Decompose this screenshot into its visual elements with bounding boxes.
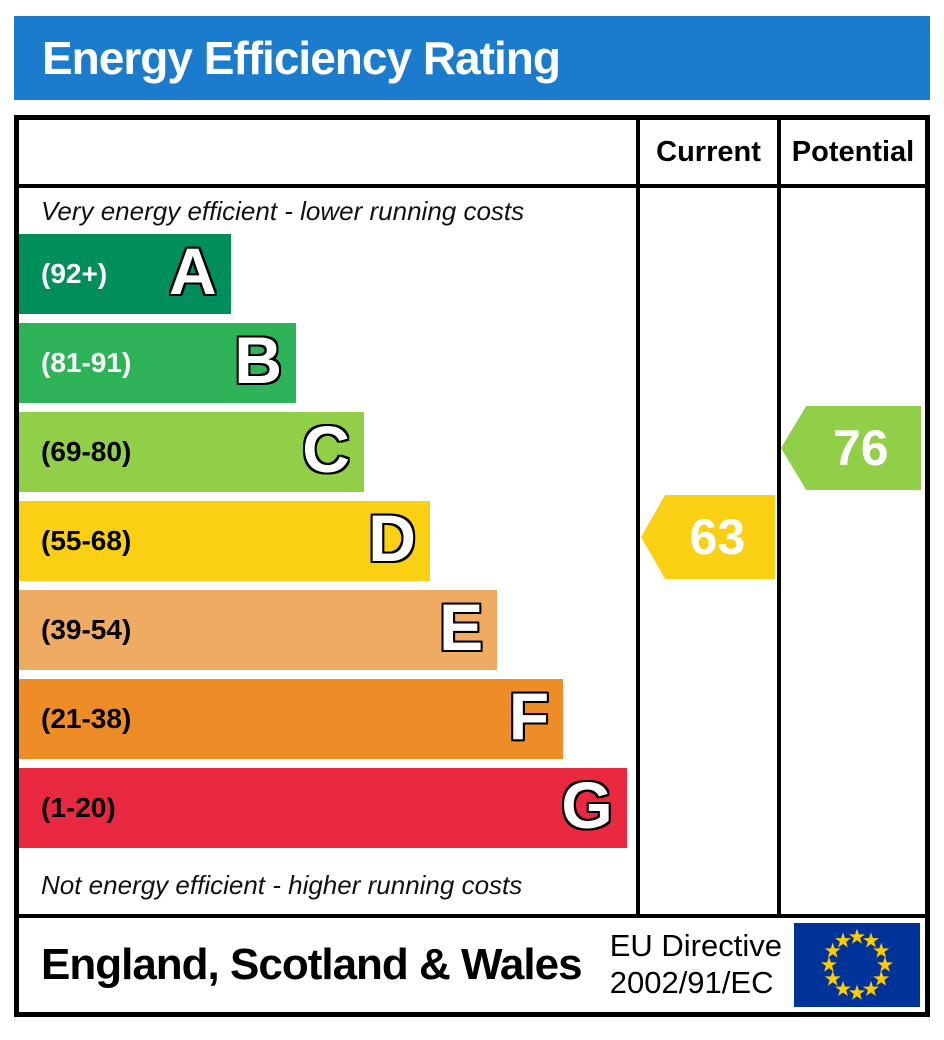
band-row-B: (81-91) B (19, 323, 636, 412)
potential-column-header: Potential (791, 135, 915, 168)
band-letter-F: F (508, 678, 550, 753)
title-bar: Energy Efficiency Rating (14, 16, 930, 100)
eu-directive-label: EU Directive 2002/91/EC (610, 928, 782, 1001)
rating-body: Very energy efficient - lower running co… (19, 188, 925, 914)
current-column-header: Current (656, 135, 761, 168)
potential-rating-value: 76 (832, 420, 889, 476)
potential-rating-arrow: 76 (781, 406, 921, 490)
band-row-G: (1-20) G (19, 768, 636, 857)
band-range-D: (55-68) (41, 525, 132, 556)
band-bar-A: (92+) A (19, 234, 231, 314)
eu-directive-line1: EU Directive (609, 928, 782, 964)
band-row-C: (69-80) C (19, 412, 636, 501)
band-range-B: (81-91) (41, 347, 132, 378)
band-letter-D: D (368, 500, 416, 575)
band-range-C: (69-80) (41, 436, 132, 467)
eu-directive-line2: 2002/91/EC (609, 965, 774, 1000)
band-range-F: (21-38) (41, 703, 132, 734)
band-letter-B: B (234, 322, 283, 397)
current-rating-value: 63 (689, 509, 746, 565)
potential-column: 76 (777, 188, 925, 914)
band-bar-D: (55-68) D (19, 501, 430, 581)
band-column-header (19, 120, 636, 184)
current-column: 63 (636, 188, 777, 914)
energy-rating-table: Current Potential Very energy efficient … (14, 115, 930, 1017)
band-row-F: (21-38) F (19, 679, 636, 768)
caption-top: Very energy efficient - lower running co… (41, 195, 525, 226)
footer-row: England, Scotland & Wales EU Directive 2… (19, 914, 925, 1012)
band-bar-F: (21-38) F (19, 678, 564, 759)
band-range-A: (92+) (41, 258, 108, 289)
current-column-header-cell: Current (636, 120, 777, 184)
band-letter-C: C (302, 411, 350, 486)
band-letter-G: G (561, 767, 613, 842)
band-row-A: (92+) A (19, 234, 636, 323)
bands-column: Very energy efficient - lower running co… (19, 188, 636, 914)
band-letter-A: A (168, 233, 217, 308)
band-row-E: (39-54) E (19, 590, 636, 679)
band-range-E: (39-54) (41, 614, 132, 645)
band-bar-G: (1-20) G (19, 768, 627, 848)
region-label: England, Scotland & Wales (41, 940, 583, 989)
band-row-D: (55-68) D (19, 501, 636, 590)
band-bars: (92+) A (81-91) B (69-80) C (55-68) D (39-54) E (2… (19, 234, 636, 857)
band-bar-E: (39-54) E (19, 589, 498, 670)
potential-column-header-cell: Potential (777, 120, 925, 184)
caption-bottom: Not energy efficient - higher running co… (41, 870, 523, 900)
band-bar-C: (69-80) C (19, 412, 364, 492)
page-title: Energy Efficiency Rating (42, 32, 561, 84)
current-rating-arrow: 63 (641, 495, 775, 579)
eu-flag-icon (794, 923, 920, 1007)
band-letter-E: E (439, 589, 484, 664)
band-range-G: (1-20) (41, 792, 116, 823)
column-header-row: Current Potential (19, 120, 925, 188)
band-bar-B: (81-91) B (19, 322, 297, 403)
